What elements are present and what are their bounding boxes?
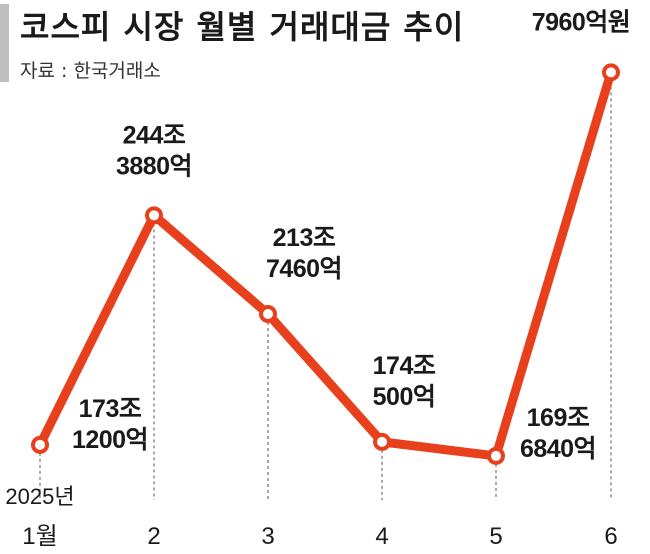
- data-point-5: [487, 446, 505, 465]
- value-label-3-line-2: 7460억: [266, 255, 342, 283]
- data-point-1: [31, 435, 49, 454]
- x-tick-label-6: 6: [604, 523, 617, 550]
- x-tick-label-2: 2: [147, 523, 160, 550]
- series-line: [35, 67, 616, 461]
- value-label-4-line-2: 500억: [373, 383, 436, 411]
- x-tick-label-3: 3: [261, 523, 274, 550]
- value-label-4-line-1: 174조: [373, 352, 436, 380]
- value-label-6-line-1: 288조: [550, 0, 613, 5]
- x-tick-label-1: 1월: [22, 523, 57, 550]
- chart-title: 코스피 시장 월별 거래대금 추이: [20, 8, 465, 46]
- value-label-5-line-2: 6840억: [520, 435, 596, 463]
- source-note: 자료 : 한국거래소: [20, 60, 161, 82]
- value-label-1-line-2: 1200억: [72, 426, 148, 454]
- title-block: 코스피 시장 월별 거래대금 추이 자료 : 한국거래소: [0, 0, 463, 110]
- data-point-2: [145, 206, 163, 225]
- value-label-2-line-1: 244조: [123, 121, 186, 149]
- data-point-4: [373, 432, 391, 451]
- value-label-1-line-1: 173조: [79, 395, 142, 423]
- value-label-5-line-1: 169조: [527, 404, 590, 432]
- title-accent-bar: [0, 4, 9, 82]
- x-tick-label-5: 5: [489, 523, 502, 550]
- data-point-3: [259, 305, 277, 324]
- x-year-label: 2025년: [5, 484, 74, 509]
- value-label-6-line-2: 7960억원: [532, 8, 631, 36]
- x-tick-label-4: 4: [375, 523, 388, 550]
- value-label-3-line-1: 213조: [273, 224, 336, 252]
- data-point-6: [602, 63, 620, 82]
- value-label-2-line-2: 3880억: [116, 152, 192, 180]
